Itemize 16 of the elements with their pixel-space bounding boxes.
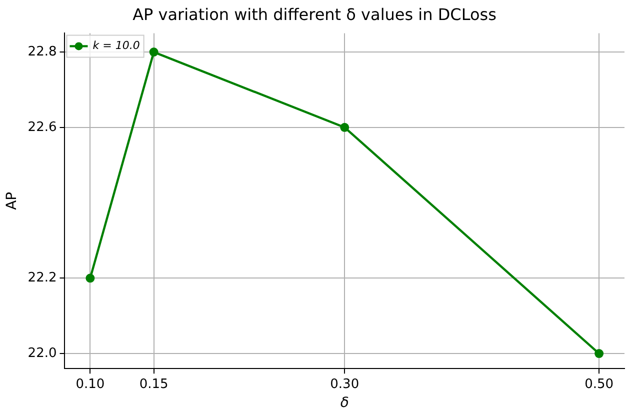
x-tick-label: 0.10: [76, 376, 105, 392]
y-tick-label: 22.0: [28, 346, 57, 361]
y-axis-title: AP: [4, 192, 20, 210]
x-tick-label: 0.30: [330, 376, 360, 392]
y-tick-label: 22.8: [28, 44, 57, 60]
x-tick-label: 0.50: [584, 376, 614, 392]
point: [340, 122, 350, 132]
point: [86, 274, 95, 283]
x-axis-title: δ: [340, 395, 349, 412]
legend-label: k = 10.0: [92, 39, 140, 52]
y-tick-label: 22.6: [28, 120, 57, 135]
point: [594, 349, 604, 358]
y-tick-label: 22.2: [28, 270, 57, 286]
x-tick-label: 0.15: [139, 376, 168, 392]
chart-title: AP variation with different δ values in DCLoss: [132, 4, 496, 24]
point: [149, 48, 158, 57]
